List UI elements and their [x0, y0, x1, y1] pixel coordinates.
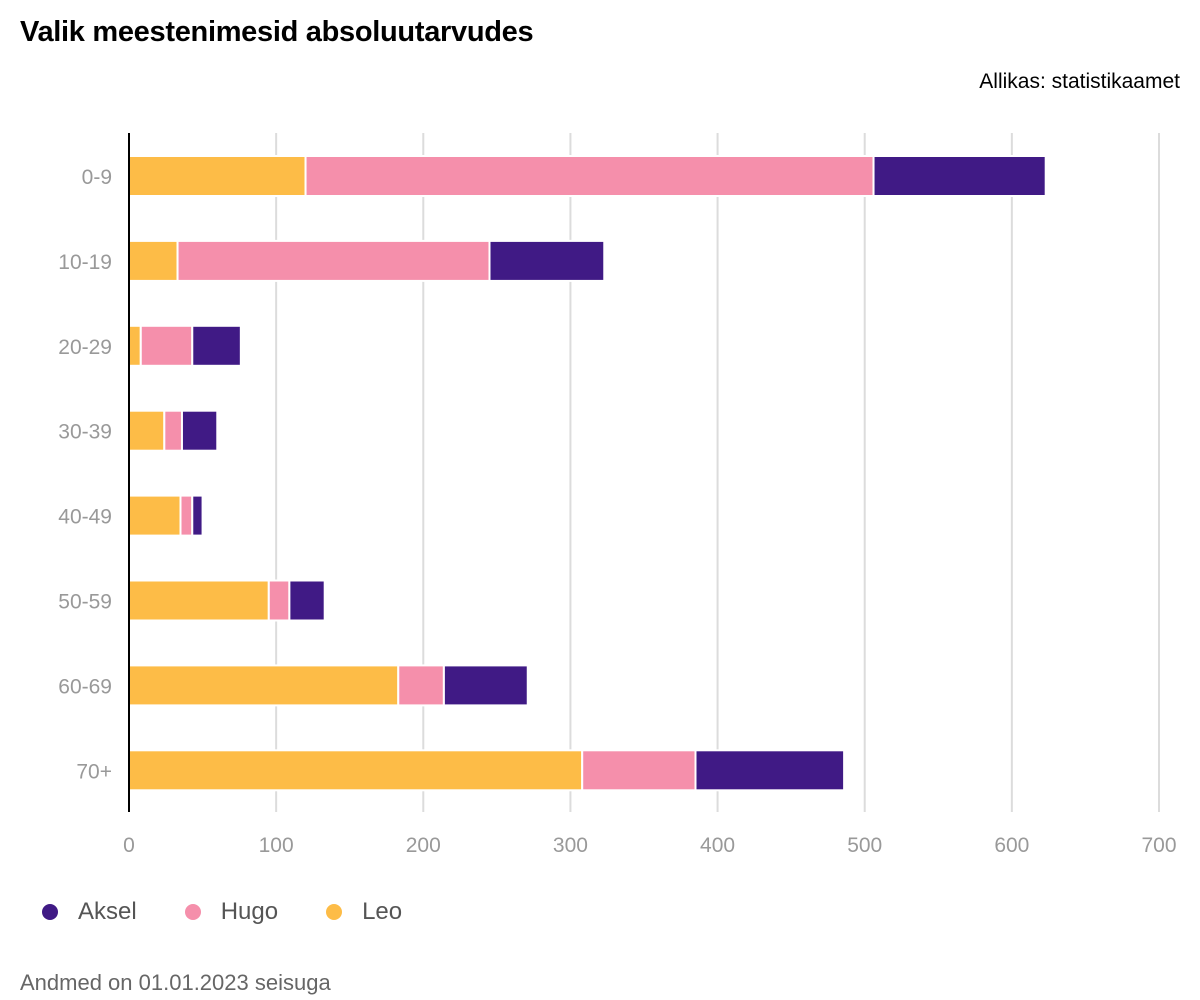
bar-leo — [128, 409, 166, 452]
bar-leo — [128, 239, 179, 282]
bar-hugo — [139, 324, 194, 367]
bar-aksel — [191, 494, 204, 537]
legend: Aksel Hugo Leo — [42, 898, 450, 926]
y-tick-label: 50-59 — [58, 591, 112, 614]
y-tick-label: 20-29 — [58, 336, 112, 359]
y-tick-label: 30-39 — [58, 421, 112, 444]
bar-aksel — [191, 324, 242, 367]
x-tick-label: 700 — [1141, 834, 1176, 857]
y-tick-label: 10-19 — [58, 251, 112, 274]
bar-leo — [128, 749, 584, 792]
legend-label: Aksel — [78, 898, 137, 925]
bar-aksel — [694, 749, 846, 792]
bar-leo — [128, 324, 142, 367]
data-note: Andmed on 01.01.2023 seisuga — [20, 970, 331, 995]
bar-hugo — [176, 239, 491, 282]
x-tick-label: 500 — [847, 834, 882, 857]
x-tick-label: 600 — [994, 834, 1029, 857]
legend-label: Hugo — [220, 898, 279, 925]
bar-hugo — [267, 579, 291, 622]
legend-dot-icon — [42, 904, 58, 920]
legend-label: Leo — [362, 898, 403, 925]
source-label: Allikas: statistikaamet — [979, 70, 1180, 93]
bar-hugo — [304, 155, 875, 197]
legend-dot-icon — [326, 904, 343, 920]
bar-hugo — [397, 664, 445, 707]
bar-leo — [128, 494, 182, 537]
bar-aksel — [180, 409, 219, 452]
x-tick-label: 400 — [700, 834, 735, 857]
legend-item-hugo: Hugo — [184, 898, 279, 926]
bar-aksel — [288, 579, 326, 622]
bar-leo — [128, 664, 400, 707]
x-tick-label: 100 — [259, 834, 294, 857]
bar-hugo — [163, 409, 183, 452]
bar-hugo — [581, 749, 697, 792]
x-tick-label: 300 — [553, 834, 588, 857]
y-tick-label: 60-69 — [58, 675, 112, 698]
y-tick-label: 0-9 — [82, 166, 112, 189]
bar-aksel — [488, 239, 606, 282]
bar-leo — [128, 579, 270, 622]
y-tick-label: 40-49 — [58, 506, 112, 529]
x-tick-label: 200 — [406, 834, 441, 857]
bar-leo — [128, 155, 307, 197]
bar-hugo — [179, 494, 194, 537]
chart-title: Valik meestenimesid absoluutarvudes — [20, 16, 534, 48]
bar-chart: 0 100 200 300 400 500 600 700 0-9 10-19 20-29 30-39… — [58, 133, 1177, 857]
legend-item-leo: Leo — [326, 898, 402, 926]
bar-aksel — [442, 664, 529, 707]
y-tick-label: 70+ — [76, 760, 112, 783]
legend-dot-icon — [184, 904, 201, 920]
legend-item-aksel: Aksel — [42, 898, 137, 926]
bar-aksel — [872, 155, 1047, 197]
x-tick-label: 0 — [123, 834, 135, 857]
